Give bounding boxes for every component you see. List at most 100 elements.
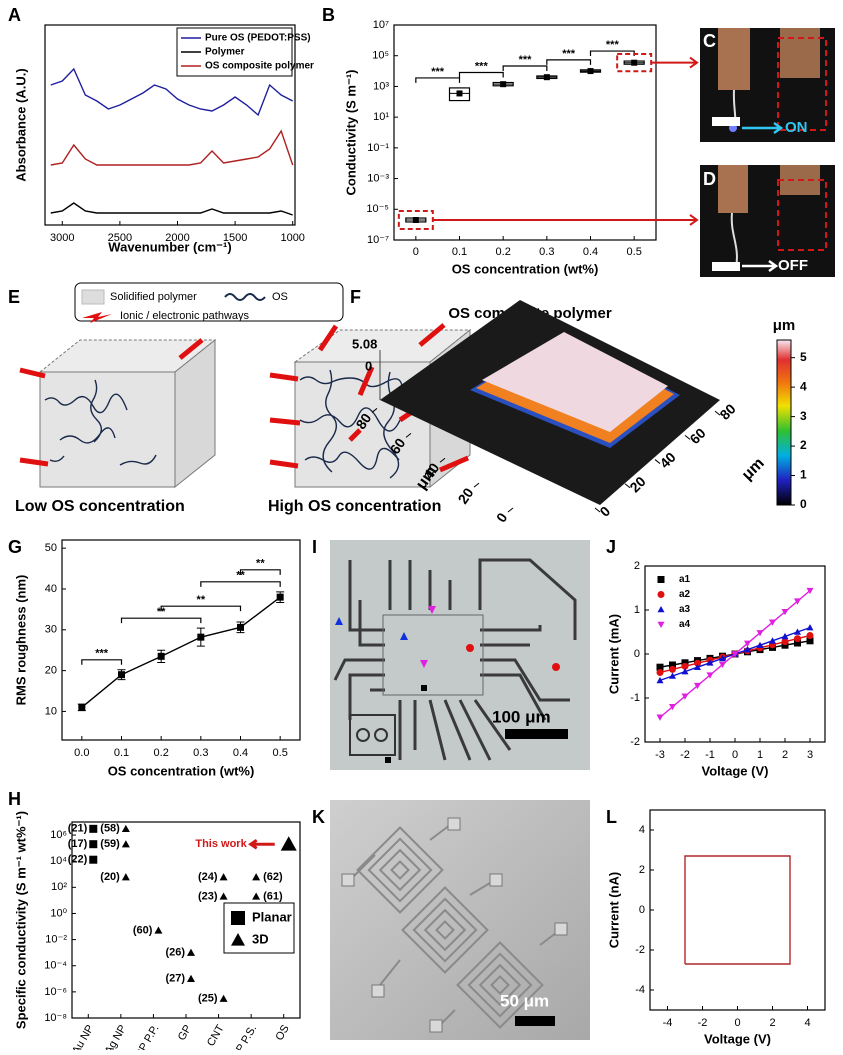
panel-label: A	[8, 5, 21, 25]
point-label: (62)	[263, 871, 283, 883]
x-tick-label: -1	[705, 749, 715, 761]
legend-label: Pure OS (PEDOT:PSS)	[205, 33, 311, 44]
image-i: 100 μm	[330, 540, 590, 770]
median-marker	[412, 217, 419, 224]
point	[669, 704, 676, 711]
significance-label: ***	[95, 648, 109, 660]
legend-label: OS composite polymer	[205, 61, 314, 72]
legend-label: Polymer	[205, 47, 245, 58]
arrow	[651, 56, 699, 69]
axis-tick	[684, 434, 691, 440]
line	[50, 129, 294, 166]
y-tick-label: 0	[639, 904, 645, 916]
point	[756, 630, 764, 637]
line	[81, 596, 281, 708]
x-tick-label: Ag NP	[103, 1023, 129, 1050]
x-axis-label: Wavenumber (cm⁻¹)	[108, 239, 231, 254]
y-axis-label: Specific conductivity (S m⁻¹ wt%⁻¹)	[13, 811, 28, 1029]
y-tick-label: 10⁻⁸	[44, 1012, 67, 1024]
point	[656, 663, 664, 671]
legend-label: a3	[679, 604, 691, 615]
photo-d: OFF	[700, 165, 835, 277]
point	[219, 873, 228, 881]
plot-frame	[649, 809, 826, 1011]
point-label: (21)	[68, 823, 88, 835]
y-axis-label: Current (mA)	[606, 614, 621, 694]
plot-frame	[393, 24, 657, 241]
axis-tick-label: 80	[716, 400, 738, 422]
median-marker	[587, 68, 594, 75]
point	[769, 619, 776, 626]
point	[769, 637, 776, 644]
point	[656, 676, 664, 684]
significance-bracket	[200, 581, 281, 587]
point	[781, 608, 789, 616]
x-tick-label: 2000	[165, 232, 189, 244]
panel-label: L	[606, 807, 617, 827]
axis-tick	[439, 457, 446, 463]
y-tick-label: 10³	[373, 80, 389, 92]
x-tick-label: CNT	[205, 1023, 227, 1049]
point-label: (22)	[68, 854, 88, 866]
x-tick-label: GP	[176, 1023, 194, 1043]
x-tick-label: 0.2	[496, 246, 511, 258]
point	[706, 672, 714, 679]
point	[78, 703, 86, 711]
x-axis-label: Voltage (V)	[702, 763, 769, 778]
state-label: OFF	[778, 257, 808, 274]
panel-label: D	[703, 169, 716, 189]
x-tick-label: OS	[273, 1023, 291, 1043]
x-tick-label: 1500	[223, 232, 247, 244]
significance-label: ***	[431, 66, 445, 78]
point	[794, 639, 801, 647]
significance-bracket	[120, 617, 202, 624]
y-tick-label: 10⁻⁷	[367, 234, 389, 246]
significance-bracket	[458, 71, 504, 78]
y-tick-label: 0	[634, 648, 640, 660]
y-axis-label: RMS roughness (nm)	[13, 575, 28, 706]
legend-text: Solidified polymer	[110, 291, 197, 303]
x-tick-label: 3	[807, 749, 813, 761]
image-k: 50 μm	[330, 800, 590, 1040]
colorbar-tick-label: 3	[800, 409, 807, 423]
state-label: ON	[785, 119, 808, 136]
z-label: 5.08	[352, 336, 377, 351]
x-tick-label: 2	[782, 749, 788, 761]
x-tick-label: 0.5	[627, 246, 642, 258]
x-tick-label: 0.4	[233, 747, 248, 759]
x-tick-label: 2	[769, 1017, 775, 1029]
x-tick-label: 0.3	[539, 246, 554, 258]
median-marker	[500, 81, 507, 88]
colorbar-tick-label: 4	[800, 379, 807, 393]
x-tick-label: 0	[413, 246, 419, 258]
x-tick-label: 0.3	[193, 747, 208, 759]
axis-tick	[473, 482, 480, 488]
x-axis-label: Voltage (V)	[704, 1031, 771, 1046]
significance-label: ***	[606, 39, 620, 51]
panel-label: J	[606, 537, 616, 557]
y-tick-label: -2	[630, 736, 640, 748]
point	[756, 641, 764, 648]
x-tick-label: 0.0	[74, 747, 89, 759]
legend-marker	[657, 606, 665, 613]
y-tick-label: 10⁰	[50, 907, 67, 919]
point	[719, 661, 726, 669]
y-tick-label: -2	[635, 944, 645, 956]
significance-label: ***	[562, 48, 576, 60]
point	[669, 661, 676, 669]
legend-marker	[231, 933, 245, 946]
x-tick-label: 1000	[280, 232, 304, 244]
caption: High OS concentration	[268, 498, 441, 515]
point	[794, 635, 801, 643]
point	[237, 623, 244, 631]
scale-bar-label: 50 μm	[500, 991, 549, 1010]
panel-label: G	[8, 537, 22, 557]
significance-bracket	[502, 65, 548, 71]
median-marker	[631, 59, 638, 66]
significance-label: **	[157, 606, 166, 618]
x-tick-label: 0.1	[452, 246, 467, 258]
scale-bar-label: 100 μm	[492, 707, 551, 726]
x-tick-label: -2	[680, 749, 690, 761]
point	[121, 873, 130, 881]
